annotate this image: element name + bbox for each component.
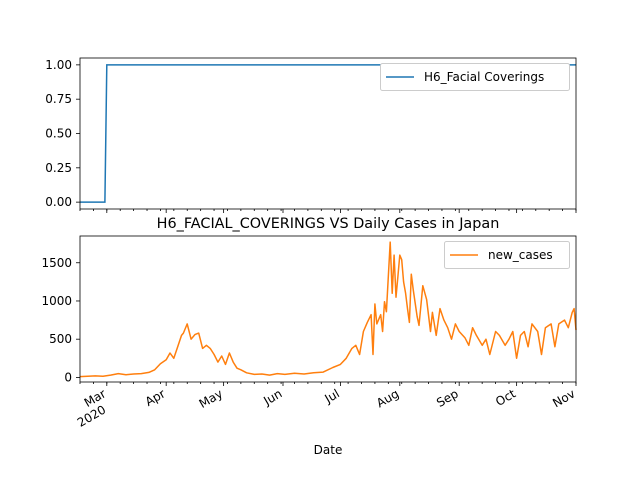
bottom-x-tick-label: Jun [260, 386, 284, 408]
legend-label-new-cases: new_cases [488, 248, 553, 262]
top-y-tick-label: 0.00 [45, 195, 72, 209]
bottom-series-group [79, 241, 577, 378]
facial-coverings-panel: 0.00 0.25 0.50 0.75 1.00 H6_Facial Coverings [45, 57, 577, 213]
bottom-x-tick-label: May [197, 386, 225, 411]
daily-cases-panel: H6_FACIAL_COVERINGS VS Daily Cases in Ja… [41, 216, 577, 457]
top-legend: H6_Facial Coverings [380, 63, 570, 91]
top-x-axis [79, 209, 577, 213]
x-axis-label: Date [314, 443, 343, 457]
top-y-tick-label: 0.75 [45, 92, 72, 106]
bottom-legend: new_cases [444, 241, 570, 269]
legend-label-facial-coverings: H6_Facial Coverings [424, 70, 544, 84]
bottom-legend-box [444, 241, 570, 269]
bottom-x-tick-label: Aug [374, 386, 401, 410]
bottom-x-tick-label: Apr [143, 386, 168, 409]
bottom-y-axis: 0 500 1000 1500 [41, 256, 80, 384]
bottom-y-tick-label: 500 [49, 332, 72, 346]
bottom-y-tick-label: 1000 [41, 294, 72, 308]
top-y-tick-label: 1.00 [45, 58, 72, 72]
bottom-x-tick-label: Nov [550, 386, 577, 410]
top-series-group [80, 64, 576, 203]
bottom-y-tick-label: 1500 [41, 256, 72, 270]
top-y-tick-label: 0.50 [45, 127, 72, 141]
top-y-axis: 0.00 0.25 0.50 0.75 1.00 [45, 58, 80, 209]
chart-title: H6_FACIAL_COVERINGS VS Daily Cases in Ja… [157, 216, 500, 232]
series-line-new-cases [79, 241, 577, 378]
bottom-y-tick-label: 0 [64, 370, 72, 384]
top-y-tick-label: 0.25 [45, 161, 72, 175]
bottom-plot-frame [79, 235, 577, 383]
top-plot-frame [79, 57, 577, 210]
top-legend-box [380, 63, 570, 91]
bottom-x-tick-label: Sep [434, 386, 461, 409]
bottom-x-tick-label: Oct [493, 386, 518, 409]
series-line-facial-coverings [80, 64, 576, 203]
bottom-x-tick-label: Jul [322, 386, 342, 406]
